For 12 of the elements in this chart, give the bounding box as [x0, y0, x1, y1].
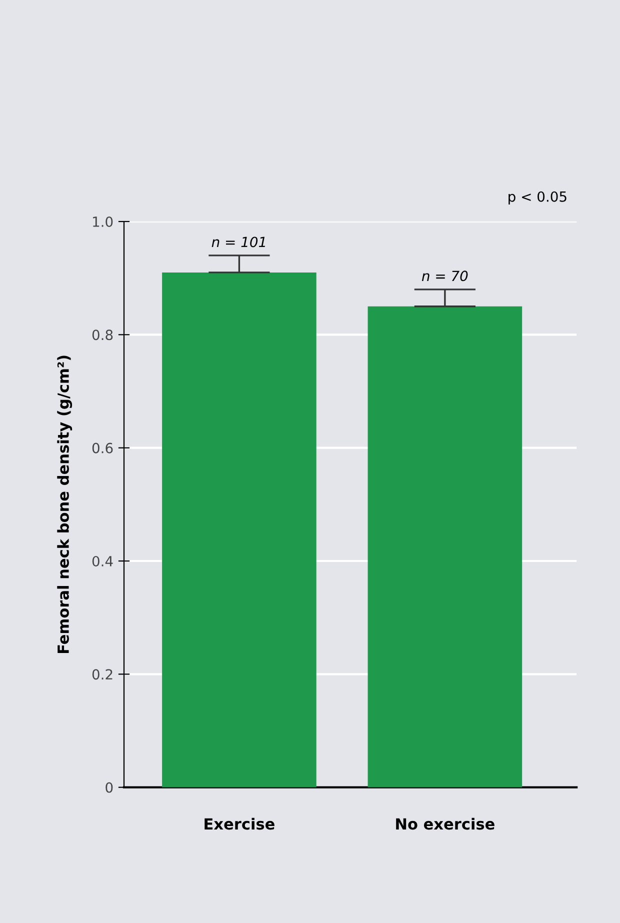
y-tick-label: 0 — [106, 782, 113, 793]
y-tick-label: 0.2 — [92, 669, 112, 680]
y-axis-title: Femoral neck bone density (g/cm²) — [57, 356, 72, 654]
x-tick-label: Exercise — [204, 818, 274, 830]
annotation: n = 70 — [422, 270, 468, 282]
y-tick-label: 0.8 — [92, 330, 113, 340]
text: p < 0.05 — [508, 191, 566, 205]
annotation: n = 101 — [212, 236, 265, 248]
x-tick-label: No exercise — [396, 818, 494, 830]
y-tick-label: 1.0 — [93, 216, 113, 227]
y-tick-label: 0.4 — [92, 556, 113, 566]
y-tick-label: 0.6 — [92, 442, 113, 454]
